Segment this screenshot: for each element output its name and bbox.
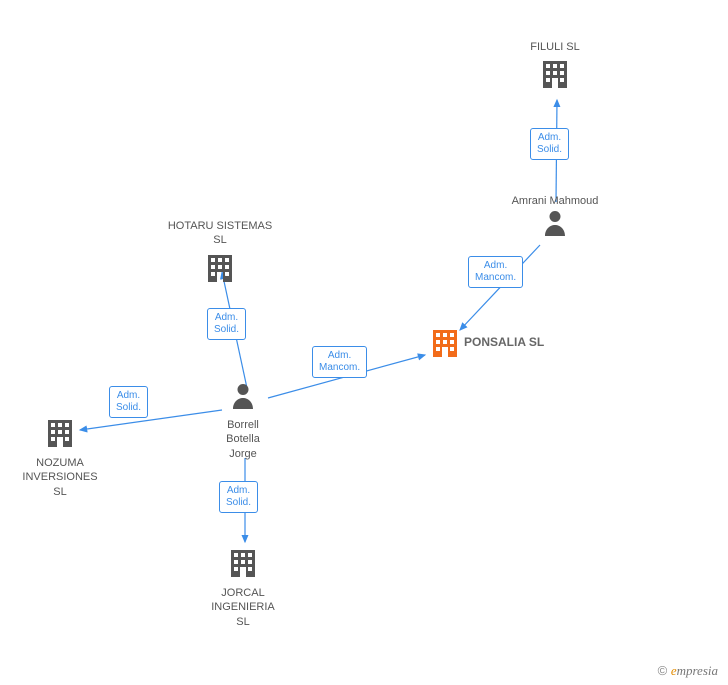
node-jorcal[interactable]: JORCALINGENIERIASL (193, 543, 293, 629)
node-label-ponsalia: PONSALIA SL (464, 335, 544, 351)
node-filuli[interactable]: FILULI SL (495, 36, 615, 93)
edge-label-borrell-ponsalia: Adm.Mancom. (312, 346, 367, 378)
person-icon (193, 381, 293, 414)
node-amrani[interactable]: Amrani Mahmoud (495, 190, 615, 241)
node-label-filuli: FILULI SL (495, 40, 615, 54)
copyright-symbol: © (658, 663, 668, 678)
node-nozuma[interactable]: NOZUMAINVERSIONESSL (10, 413, 110, 499)
person-icon (495, 208, 615, 241)
edge-label-amrani-filuli: Adm.Solid. (530, 128, 569, 160)
building-icon (193, 543, 293, 582)
edge-label-amrani-ponsalia: Adm.Mancom. (468, 256, 523, 288)
edge-label-borrell-nozuma: Adm.Solid. (109, 386, 148, 418)
building-icon (10, 413, 110, 452)
node-label-jorcal: JORCALINGENIERIASL (193, 586, 293, 629)
building-icon (495, 54, 615, 93)
node-ponsalia[interactable]: PONSALIA SL (430, 323, 544, 362)
edge-label-borrell-hotaru: Adm.Solid. (207, 308, 246, 340)
brand-rest: mpresia (677, 663, 718, 678)
node-label-nozuma: NOZUMAINVERSIONESSL (10, 456, 110, 499)
edge-label-borrell-jorcal: Adm.Solid. (219, 481, 258, 513)
node-label-borrell: BorrellBotellaJorge (193, 418, 293, 461)
building-icon (430, 323, 460, 362)
node-label-amrani: Amrani Mahmoud (495, 194, 615, 208)
watermark: © empresia (658, 663, 718, 679)
node-label-hotaru: HOTARU SISTEMAS SL (160, 219, 280, 248)
node-borrell[interactable]: BorrellBotellaJorge (193, 381, 293, 461)
edges-layer (0, 0, 728, 685)
node-hotaru[interactable]: HOTARU SISTEMAS SL (160, 215, 280, 287)
building-icon (160, 248, 280, 287)
